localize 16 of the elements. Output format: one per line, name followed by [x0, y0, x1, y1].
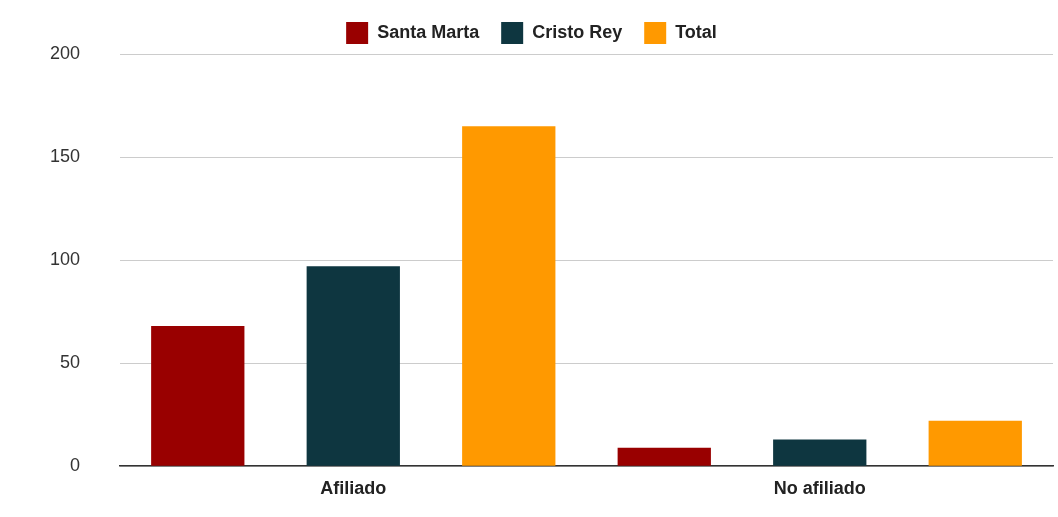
y-tick-label: 200: [49, 42, 81, 63]
y-tick-label: 0: [70, 455, 81, 476]
bar: [617, 447, 711, 466]
bar: [928, 420, 1022, 466]
y-tick-label: 50: [60, 352, 81, 373]
bar: [151, 326, 245, 466]
bar: [306, 266, 400, 466]
x-tick-label: Afiliado: [320, 477, 387, 498]
bar: [462, 126, 556, 466]
bar: [773, 439, 867, 466]
x-tick-label: No afiliado: [773, 477, 866, 498]
y-tick-label: 100: [49, 249, 81, 270]
legend-label: Santa Marta: [377, 21, 481, 42]
y-tick-label: 150: [49, 146, 81, 167]
legend-label: Total: [675, 21, 717, 42]
legend-label: Cristo Rey: [532, 21, 623, 42]
